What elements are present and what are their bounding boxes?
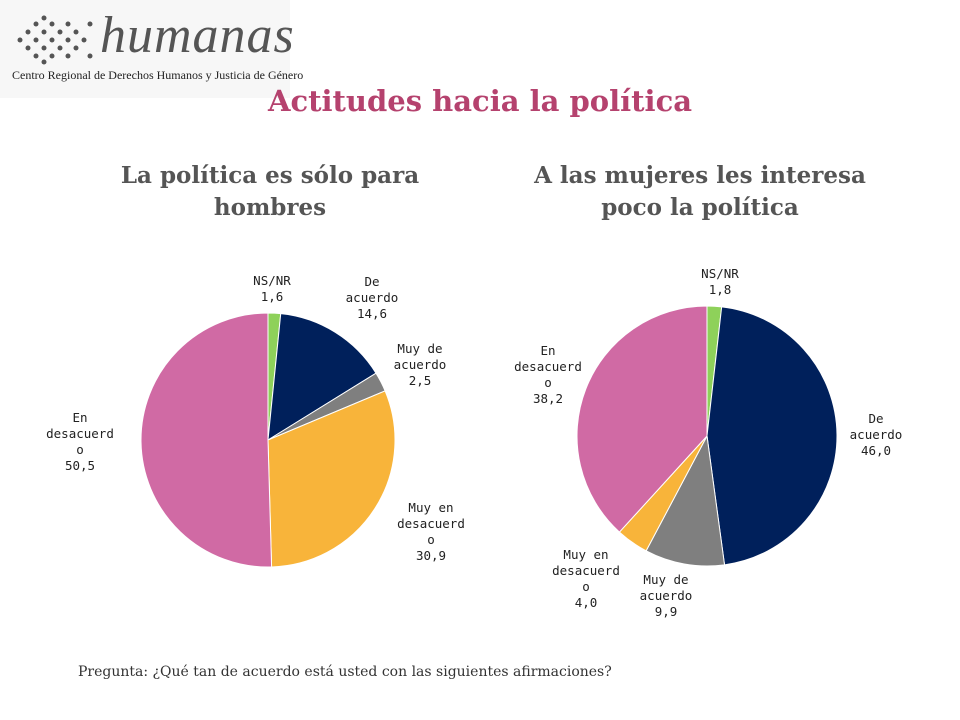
slice-label: Muy en desacuerd o 4,0 <box>552 547 620 610</box>
pie-slice <box>267 390 396 568</box>
pie-slice <box>140 312 273 568</box>
logo-mark-icon <box>17 15 93 65</box>
slice-label: Muy de acuerdo 9,9 <box>640 572 693 619</box>
slice-category-label: En <box>72 410 87 425</box>
slice-category-label: o <box>582 579 590 594</box>
slice-label: NS/NR 1,8 <box>701 266 739 297</box>
slice-category-label: En <box>540 343 555 358</box>
slice-category-label: Muy en <box>563 547 608 562</box>
slice-category-label: o <box>427 532 435 547</box>
slice-category-label: NS/NR <box>253 273 291 288</box>
slice-category-label: desacuerd <box>397 516 465 531</box>
logo-tagline: Centro Regional de Derechos Humanos y Ju… <box>12 68 304 82</box>
slice-value-label: 14,6 <box>357 306 387 321</box>
slice-value-label: 50,5 <box>65 458 95 473</box>
question-footnote: Pregunta: ¿Qué tan de acuerdo está usted… <box>78 664 612 680</box>
page-title: Actitudes hacia la política <box>267 84 693 118</box>
slice-value-label: 30,9 <box>416 548 446 563</box>
slice-label: De acuerdo 46,0 <box>850 411 903 458</box>
slice-category-label: De <box>868 411 883 426</box>
pie-slice <box>645 434 726 567</box>
slice-value-label: 4,0 <box>575 595 598 610</box>
slice-value-label: 46,0 <box>861 443 891 458</box>
slice-category-label: desacuerd <box>46 426 114 441</box>
slice-value-label: 38,2 <box>533 391 563 406</box>
slice-value-label: 2,5 <box>409 373 432 388</box>
slice-label: En desacuerd o 50,5 <box>46 410 114 473</box>
pie-slice <box>706 306 838 566</box>
slice-label: De acuerdo 14,6 <box>346 274 399 321</box>
slice-category-label: acuerdo <box>640 588 693 603</box>
slice-label: Muy de acuerdo 2,5 <box>394 341 447 388</box>
slice-value-label: 1,8 <box>709 282 732 297</box>
slice-category-label: Muy de <box>397 341 442 356</box>
slice-label: Muy en desacuerd o 30,9 <box>397 500 465 563</box>
slice-label: NS/NR 1,6 <box>253 273 291 304</box>
slice-category-label: De <box>364 274 379 289</box>
slice-category-label: desacuerd <box>514 359 582 374</box>
slice-category-label: acuerdo <box>850 427 903 442</box>
slice-label: En desacuerd o 38,2 <box>514 343 582 406</box>
slice-value-label: 9,9 <box>655 604 678 619</box>
slice-category-label: o <box>76 442 84 457</box>
pie-slice <box>267 313 377 441</box>
chart-title-right: A las mujeres les interesa poco la polít… <box>534 162 866 221</box>
slice-category-label: Muy en <box>408 500 453 515</box>
slice-value-label: 1,6 <box>261 289 284 304</box>
chart-title-left: La política es sólo para hombres <box>120 162 420 221</box>
slice-category-label: desacuerd <box>552 563 620 578</box>
slice-category-label: Muy de <box>643 572 688 587</box>
slice-category-label: acuerdo <box>346 290 399 305</box>
slice-category-label: o <box>544 375 552 390</box>
logo: humanas Centro Regional de Derechos Huma… <box>0 0 304 98</box>
slice-category-label: NS/NR <box>701 266 739 281</box>
pie-slice <box>576 305 708 533</box>
slice-category-label: acuerdo <box>394 357 447 372</box>
logo-wordmark: humanas <box>100 7 295 64</box>
